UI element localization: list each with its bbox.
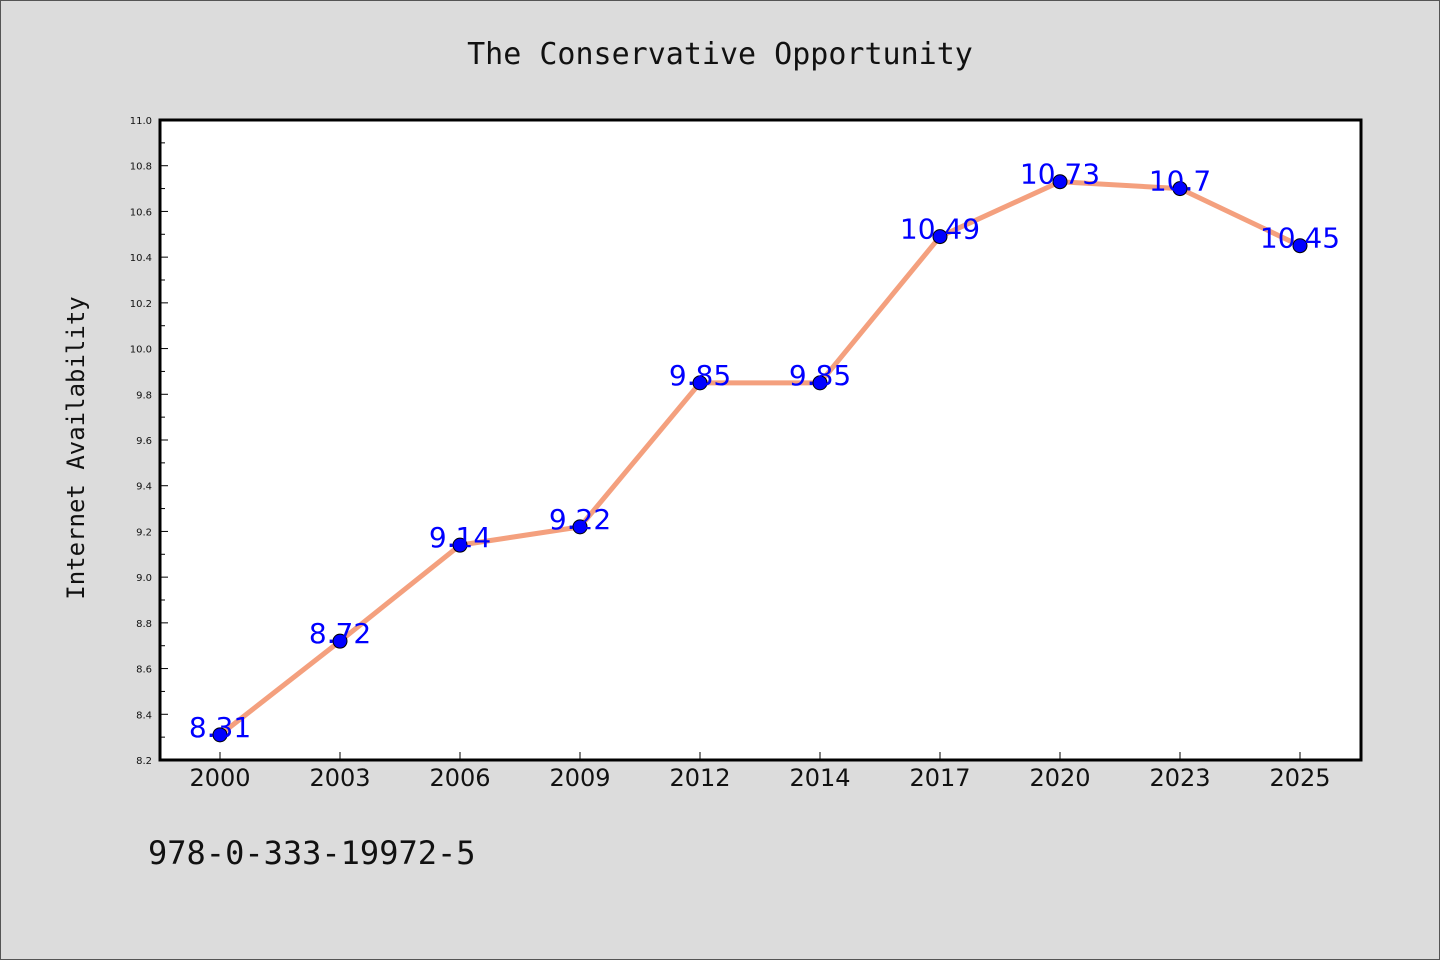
y-tick-label: 8.4: [136, 710, 152, 721]
book-identifier: 978-0-333-19972-5: [148, 834, 476, 872]
y-tick-label: 10.8: [130, 162, 152, 173]
y-tick-label: 10.2: [130, 299, 152, 310]
y-tick-label: 10.6: [130, 207, 152, 218]
x-tick-label: 2003: [309, 764, 370, 792]
data-point: [692, 375, 708, 391]
data-point: [332, 633, 348, 649]
x-tick-label: 2014: [789, 764, 850, 792]
data-label: 8.72: [309, 617, 371, 650]
x-tick-label: 2023: [1149, 764, 1210, 792]
x-tick-label: 2012: [669, 764, 730, 792]
data-point: [212, 727, 228, 743]
y-tick-label: 9.4: [136, 482, 152, 493]
data-point: [1292, 238, 1308, 254]
y-tick-label: 9.8: [136, 390, 152, 401]
y-axis-label: Internet Availability: [62, 296, 90, 599]
data-label: 9.85: [789, 359, 851, 392]
plot-area: [158, 118, 1363, 762]
data-point: [452, 537, 468, 553]
x-tick-label: 2009: [549, 764, 610, 792]
y-axis-ticks: 8.2 8.4 8.6 8.8 9.0 9.2 9.4 9.6 9.8 10.0 10.2 10.4 1…: [130, 116, 168, 767]
data-point: [572, 519, 588, 535]
y-tick-label: 8.2: [136, 756, 152, 767]
y-tick-label: 10.4: [130, 253, 152, 264]
x-tick-label: 2006: [429, 764, 490, 792]
series-line: [217, 179, 1303, 738]
y-tick-label: 10.0: [130, 345, 152, 356]
x-tick-label: 2000: [189, 764, 250, 792]
y-tick-label: 9.6: [136, 436, 152, 447]
data-label: 10.49: [900, 213, 980, 246]
data-label: 10.73: [1020, 158, 1100, 191]
x-axis-ticks: 2000 2003 2006 2009 2012 2014 2017 2020 2023 2025: [189, 752, 1331, 792]
data-label: 9.22: [549, 503, 611, 536]
series-layer: [212, 174, 1308, 743]
x-tick-label: 2017: [909, 764, 970, 792]
x-tick-label: 2025: [1269, 764, 1330, 792]
data-point: [1172, 181, 1188, 197]
chart-title: The Conservative Opportunity: [467, 37, 973, 72]
data-label: 9.85: [669, 359, 731, 392]
y-tick-label: 8.8: [136, 619, 152, 630]
y-tick-label: 9.0: [136, 573, 152, 584]
data-point: [812, 375, 828, 391]
x-tick-label: 2020: [1029, 764, 1090, 792]
data-label: 10.7: [1149, 165, 1211, 198]
data-labels: 8.31 8.72 9.14 9.22 9.85 9.85 10.49 10.73 10.7 10…: [189, 158, 1340, 744]
data-point: [1052, 174, 1068, 190]
data-point: [932, 229, 948, 245]
data-label: 10.45: [1260, 222, 1340, 255]
y-tick-label: 9.2: [136, 527, 152, 538]
y-tick-label: 11.0: [130, 116, 152, 127]
data-label: 9.14: [429, 521, 491, 554]
y-tick-label: 8.6: [136, 665, 152, 676]
data-label: 8.31: [189, 711, 251, 744]
